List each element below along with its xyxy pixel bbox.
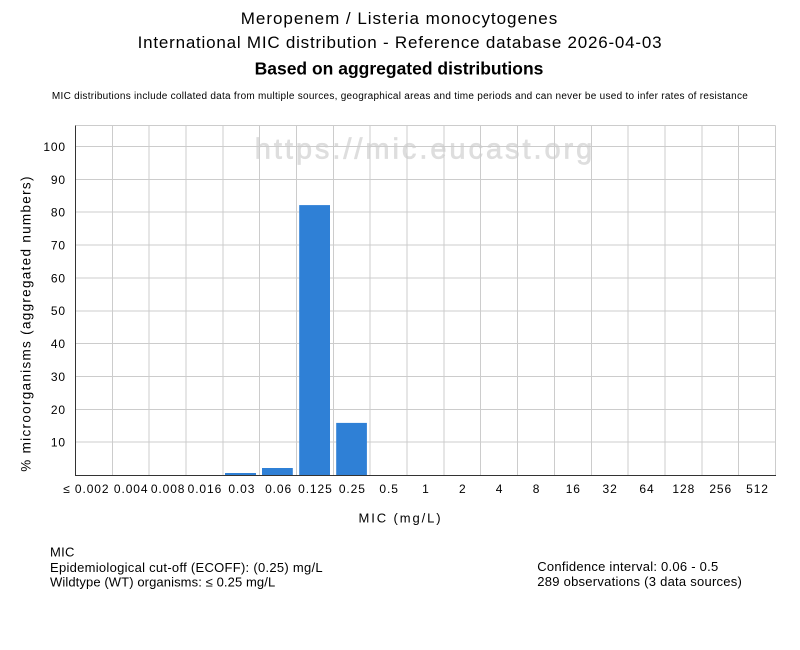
svg-text:Wildtype (WT) organisms: ≤ 0.2: Wildtype (WT) organisms: ≤ 0.25 mg/L [50, 574, 275, 589]
svg-text:% microorganisms (aggregated n: % microorganisms (aggregated numbers) [19, 175, 34, 471]
svg-text:1: 1 [422, 482, 430, 496]
svg-text:0.004: 0.004 [114, 482, 149, 496]
svg-text:512: 512 [746, 482, 769, 496]
svg-text:90: 90 [51, 173, 66, 187]
svg-text:0.06: 0.06 [265, 482, 292, 496]
svg-text:50: 50 [51, 304, 66, 318]
svg-text:80: 80 [51, 206, 66, 220]
svg-text:0.125: 0.125 [298, 482, 333, 496]
svg-text:256: 256 [709, 482, 732, 496]
svg-text:MIC distributions include coll: MIC distributions include collated data … [52, 91, 748, 102]
svg-text:Epidemiological cut-off (ECOFF: Epidemiological cut-off (ECOFF): (0.25) … [50, 560, 323, 575]
svg-text:4: 4 [496, 482, 504, 496]
svg-text:0.016: 0.016 [188, 482, 223, 496]
svg-text:International MIC distribution: International MIC distribution - Referen… [138, 33, 663, 52]
svg-text:0.008: 0.008 [151, 482, 186, 496]
svg-text:0.03: 0.03 [228, 482, 255, 496]
svg-text:MIC: MIC [50, 544, 75, 559]
svg-text:https://mic.eucast.org: https://mic.eucast.org [255, 133, 596, 165]
svg-text:20: 20 [51, 403, 66, 417]
svg-text:0.5: 0.5 [379, 482, 398, 496]
svg-text:64: 64 [639, 482, 654, 496]
svg-text:0.25: 0.25 [339, 482, 366, 496]
svg-text:289 observations (3 data sourc: 289 observations (3 data sources) [537, 574, 742, 589]
svg-text:32: 32 [603, 482, 618, 496]
svg-text:Confidence interval: 0.06 - 0.: Confidence interval: 0.06 - 0.5 [537, 559, 718, 574]
svg-text:8: 8 [533, 482, 541, 496]
svg-text:Based on aggregated distributi: Based on aggregated distributions [255, 59, 544, 79]
svg-text:128: 128 [672, 482, 695, 496]
svg-text:30: 30 [51, 370, 66, 384]
svg-text:10: 10 [51, 436, 66, 450]
svg-text:40: 40 [51, 337, 66, 351]
svg-text:Meropenem / Listeria monocytog: Meropenem / Listeria monocytogenes [241, 9, 558, 28]
svg-text:70: 70 [51, 239, 66, 253]
svg-text:MIC (mg/L): MIC (mg/L) [359, 511, 443, 526]
svg-text:16: 16 [566, 482, 581, 496]
svg-text:100: 100 [43, 140, 65, 154]
svg-text:60: 60 [51, 271, 66, 285]
svg-text:2: 2 [459, 482, 467, 496]
svg-text:≤ 0.002: ≤ 0.002 [63, 482, 109, 496]
